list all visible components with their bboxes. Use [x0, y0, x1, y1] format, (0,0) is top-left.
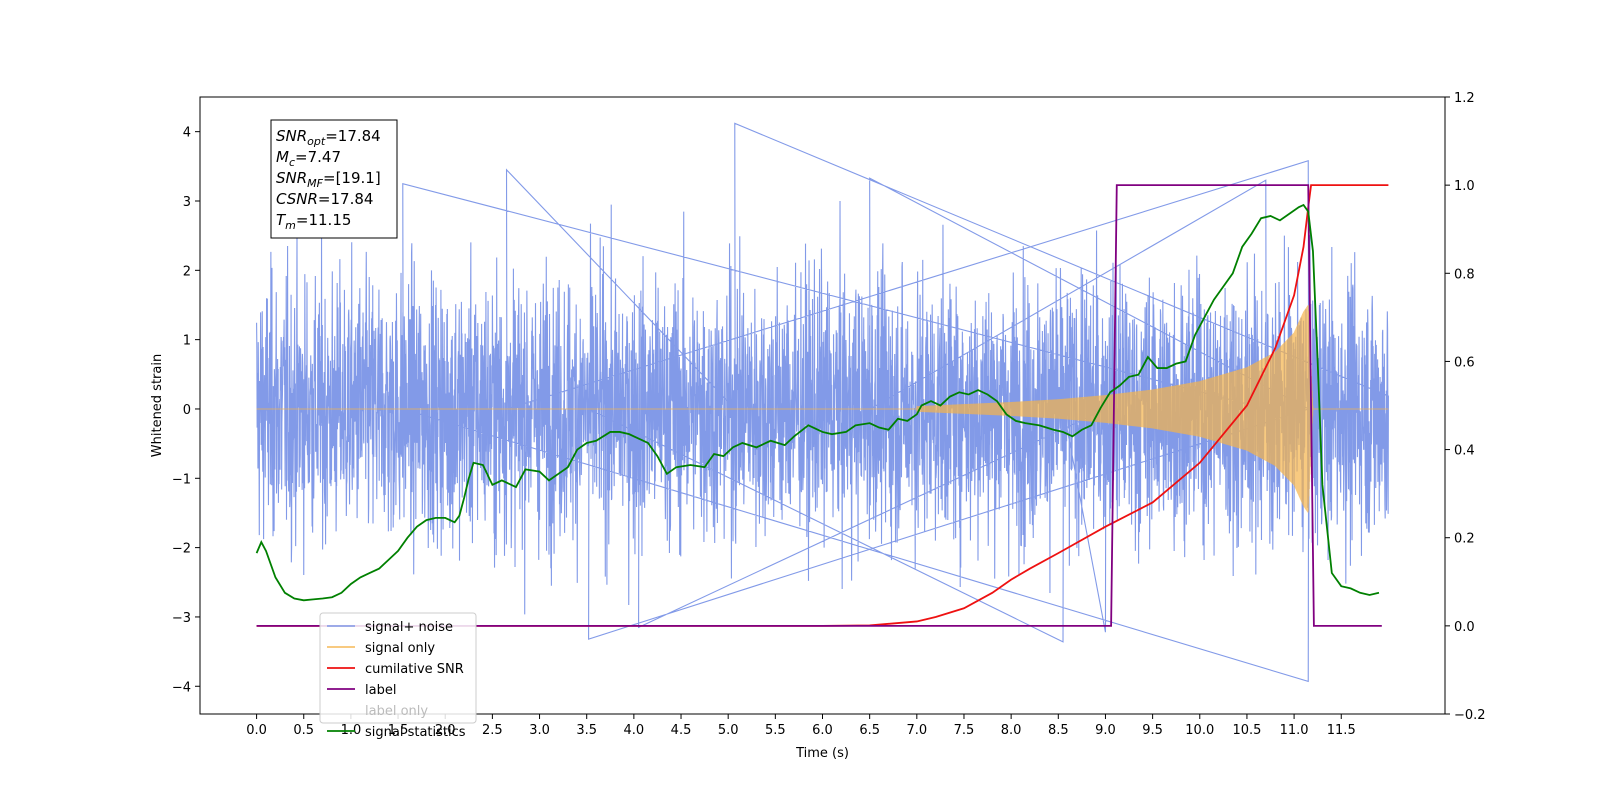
x-tick-label: 7.5 [954, 723, 975, 738]
series-signal-only [256, 305, 1389, 513]
annotation-line: SNRopt=17.84 [276, 127, 381, 148]
legend-frame [319, 612, 477, 724]
annotation-line: Mc=7.47 [276, 148, 341, 169]
series-label [256, 184, 1382, 627]
x-tick-label: 11.0 [1280, 723, 1309, 738]
x-tick-label: 8.5 [1048, 723, 1069, 738]
x-tick-label: 10.5 [1232, 723, 1261, 738]
annotation-line: CSNR=17.84 [276, 190, 373, 208]
x-tick-label: 9.0 [1095, 723, 1116, 738]
y-tick-label: −2 [172, 542, 191, 557]
annotation-box: SNRopt=17.84Mc=7.47SNRMF=[19.1]CSNR=17.8… [270, 119, 398, 239]
legend-signal-plus-noise: signal+ noise [365, 620, 453, 635]
y2-tick-label: 0.4 [1454, 444, 1475, 459]
x-tick-label: 1.5 [388, 723, 409, 738]
annotation-subscript: c [289, 156, 295, 169]
x-tick-label: 4.0 [624, 723, 645, 738]
x-tick-label: 9.5 [1142, 723, 1163, 738]
x-tick-label: 6.0 [812, 723, 833, 738]
y2-tick-label: 1.0 [1454, 179, 1475, 194]
annotation-value: =17.84 [325, 127, 381, 145]
y-tick-label: −3 [172, 611, 191, 626]
annotation-symbol: M [276, 148, 289, 166]
y-axis-label: Whitened strain [150, 354, 165, 457]
x-tick-label: 5.5 [765, 723, 786, 738]
legend-signal-statistics: signal statistics [365, 725, 466, 740]
annotation-value: =17.84 [318, 190, 374, 208]
series-signal-statistics [255, 203, 1380, 602]
x-tick-label: 7.0 [906, 723, 927, 738]
legend-signal-only: signal only [365, 641, 435, 656]
annotation-line: Tm=11.15 [276, 211, 351, 232]
y2-tick-label: 1.2 [1454, 91, 1475, 106]
series-signal-plus-noise [256, 122, 1389, 683]
x-tick-label: 4.5 [671, 723, 692, 738]
x-tick-label: 0.5 [293, 723, 314, 738]
x-tick-label: 6.5 [859, 723, 880, 738]
annotation-symbol: T [276, 211, 287, 229]
annotation-frame [270, 119, 398, 239]
annotation-value: =[19.1] [323, 169, 381, 187]
series-cumulative-snr [256, 184, 1389, 627]
y-tick-label: 3 [183, 195, 191, 210]
y-tick-label: −4 [172, 680, 191, 695]
x-tick-label: 11.5 [1327, 723, 1356, 738]
y-tick-label: 4 [183, 126, 191, 141]
annotation-subscript: m [285, 219, 296, 232]
x-tick-label: 0.0 [246, 723, 267, 738]
annotation-value: =7.47 [295, 148, 341, 166]
x-axis-label: Time (s) [795, 746, 849, 761]
y2-tick-label: −0.2 [1454, 708, 1486, 723]
y2-tick-label: 0.2 [1454, 532, 1475, 547]
legend-cumulative-snr: cumilative SNR [365, 662, 464, 677]
y2-tick-label: 0.8 [1454, 267, 1475, 282]
x-tick-label: 8.0 [1001, 723, 1022, 738]
annotation-symbol: SNR [276, 169, 307, 187]
y2-tick-label: 0.6 [1454, 355, 1475, 370]
x-tick-label: 10.0 [1185, 723, 1214, 738]
legend-label-only: label only [365, 704, 428, 719]
y-tick-label: 0 [183, 403, 191, 418]
annotation-subscript: opt [307, 135, 326, 148]
plot-area [255, 122, 1389, 683]
legend: signal+ noise signal only cumilative SNR la… [319, 612, 477, 740]
y2-tick-label: 0.0 [1454, 620, 1475, 635]
x-tick-label: 2.5 [482, 723, 503, 738]
x-tick-label: 2.0 [435, 723, 456, 738]
annotation-line: SNRMF=[19.1] [276, 169, 381, 190]
annotation-subscript: MF [307, 177, 323, 190]
x-tick-label: 3.0 [529, 723, 550, 738]
y-tick-label: −1 [172, 472, 191, 487]
y-tick-label: 1 [183, 334, 191, 349]
x-tick-label: 3.5 [576, 723, 597, 738]
y-tick-label: 2 [183, 264, 191, 279]
legend-label: label [365, 683, 396, 698]
annotation-symbol: SNR [276, 127, 307, 145]
annotation-symbol: CSNR [276, 190, 318, 208]
annotation-value: =11.15 [296, 211, 352, 229]
x-tick-label: 5.0 [718, 723, 739, 738]
